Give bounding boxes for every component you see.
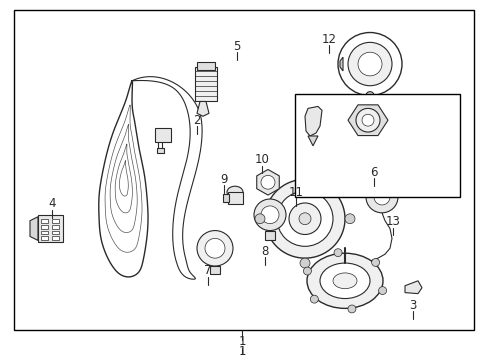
Ellipse shape <box>197 230 232 266</box>
Ellipse shape <box>319 263 369 298</box>
Polygon shape <box>256 170 279 195</box>
Text: 13: 13 <box>385 215 400 228</box>
Bar <box>41 225 48 229</box>
Text: 1: 1 <box>238 345 245 358</box>
Text: 3: 3 <box>408 299 416 312</box>
Ellipse shape <box>288 203 320 234</box>
Bar <box>41 230 48 234</box>
Polygon shape <box>307 136 317 146</box>
Ellipse shape <box>373 189 389 205</box>
Bar <box>197 62 215 70</box>
Text: 7: 7 <box>204 265 211 278</box>
Ellipse shape <box>303 267 311 275</box>
Ellipse shape <box>298 213 310 225</box>
Ellipse shape <box>299 170 309 179</box>
Polygon shape <box>305 107 321 136</box>
Polygon shape <box>374 177 394 195</box>
Bar <box>41 219 48 223</box>
Bar <box>264 230 274 240</box>
Bar <box>52 225 59 229</box>
Polygon shape <box>339 57 342 71</box>
Text: 11: 11 <box>288 186 303 199</box>
Ellipse shape <box>226 186 243 198</box>
Bar <box>157 148 163 153</box>
Bar <box>38 215 63 242</box>
Ellipse shape <box>371 258 379 266</box>
Ellipse shape <box>357 52 381 76</box>
Polygon shape <box>197 102 208 116</box>
Ellipse shape <box>347 42 391 86</box>
Bar <box>52 230 59 234</box>
Ellipse shape <box>337 32 401 95</box>
Ellipse shape <box>347 305 355 313</box>
Ellipse shape <box>365 181 397 213</box>
Ellipse shape <box>355 108 379 132</box>
Bar <box>52 219 59 223</box>
Bar <box>209 266 220 274</box>
Ellipse shape <box>345 214 354 224</box>
Ellipse shape <box>333 249 341 257</box>
Bar <box>52 237 59 240</box>
Bar <box>227 192 243 204</box>
Ellipse shape <box>332 273 356 289</box>
Bar <box>294 94 459 197</box>
Text: 10: 10 <box>254 153 269 166</box>
Bar <box>195 67 217 102</box>
Text: 2: 2 <box>193 114 201 127</box>
Ellipse shape <box>299 258 309 268</box>
Text: 9: 9 <box>220 173 227 186</box>
Text: 6: 6 <box>369 166 377 179</box>
Ellipse shape <box>361 114 373 126</box>
Ellipse shape <box>306 253 382 309</box>
Ellipse shape <box>264 179 345 258</box>
Ellipse shape <box>261 206 279 224</box>
Bar <box>155 128 171 142</box>
Polygon shape <box>30 217 38 240</box>
Bar <box>41 237 48 240</box>
Ellipse shape <box>254 214 264 224</box>
Ellipse shape <box>261 175 274 189</box>
Ellipse shape <box>276 191 332 246</box>
Text: 8: 8 <box>261 245 268 258</box>
Text: 12: 12 <box>321 33 336 46</box>
Text: 4: 4 <box>48 197 56 211</box>
Text: 5: 5 <box>233 40 240 53</box>
Ellipse shape <box>253 199 285 230</box>
Bar <box>223 194 228 202</box>
Text: 1: 1 <box>238 336 245 348</box>
Ellipse shape <box>204 238 224 258</box>
Polygon shape <box>404 281 421 294</box>
Ellipse shape <box>378 287 386 294</box>
Polygon shape <box>347 105 387 136</box>
Ellipse shape <box>310 295 318 303</box>
Ellipse shape <box>365 92 373 99</box>
